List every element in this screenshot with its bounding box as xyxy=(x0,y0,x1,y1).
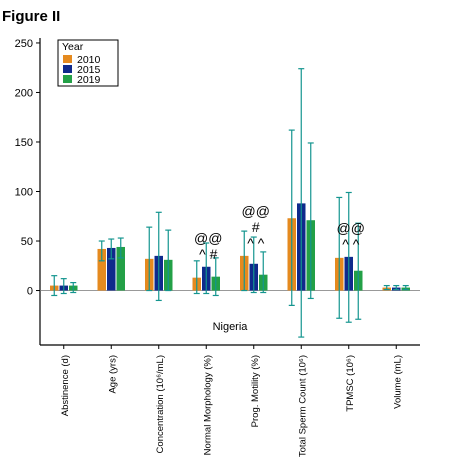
y-tick-label: 150 xyxy=(15,137,33,149)
significance-marker: ^ ^ xyxy=(342,236,359,252)
legend-swatch xyxy=(63,55,72,63)
x-tick-label: Total Sperm Count (10⁶) xyxy=(297,355,308,457)
bar xyxy=(107,247,116,291)
x-tick-label: Prog. Motility (%) xyxy=(250,355,261,427)
x-tick-label: Volume (mL) xyxy=(392,355,403,409)
significance-marker: ^ # xyxy=(199,246,217,262)
x-tick-label: Concentration (10⁶/mL) xyxy=(155,355,166,453)
bar xyxy=(97,248,106,291)
figure-label: Figure II xyxy=(2,8,61,25)
significance-marker: # xyxy=(252,219,260,235)
significance-marker: @@ xyxy=(242,203,270,219)
legend-label: 2015 xyxy=(77,64,101,76)
y-tick-label: 200 xyxy=(15,87,33,99)
y-tick-label: 100 xyxy=(15,187,33,199)
y-tick-label: 50 xyxy=(21,236,33,248)
legend-title: Year xyxy=(62,41,84,53)
x-tick-label: TPMSC (10⁶) xyxy=(345,355,356,412)
legend-swatch xyxy=(63,75,72,83)
y-tick-label: 0 xyxy=(27,286,33,298)
significance-marker: ^ ^ xyxy=(247,235,264,251)
bar xyxy=(116,246,125,291)
legend-label: 2010 xyxy=(77,54,101,66)
x-tick-label: Abstinence (d) xyxy=(60,355,71,416)
x-tick-label: Normal Morphology (%) xyxy=(202,355,213,455)
x-tick-label: Age (yrs) xyxy=(107,355,118,394)
legend-label: 2019 xyxy=(77,74,101,86)
y-tick-label: 250 xyxy=(15,38,33,50)
significance-marker: @@ xyxy=(337,220,365,236)
region-label: Nigeria xyxy=(213,321,249,333)
legend-swatch xyxy=(63,65,72,73)
significance-marker: @@ xyxy=(194,230,222,246)
